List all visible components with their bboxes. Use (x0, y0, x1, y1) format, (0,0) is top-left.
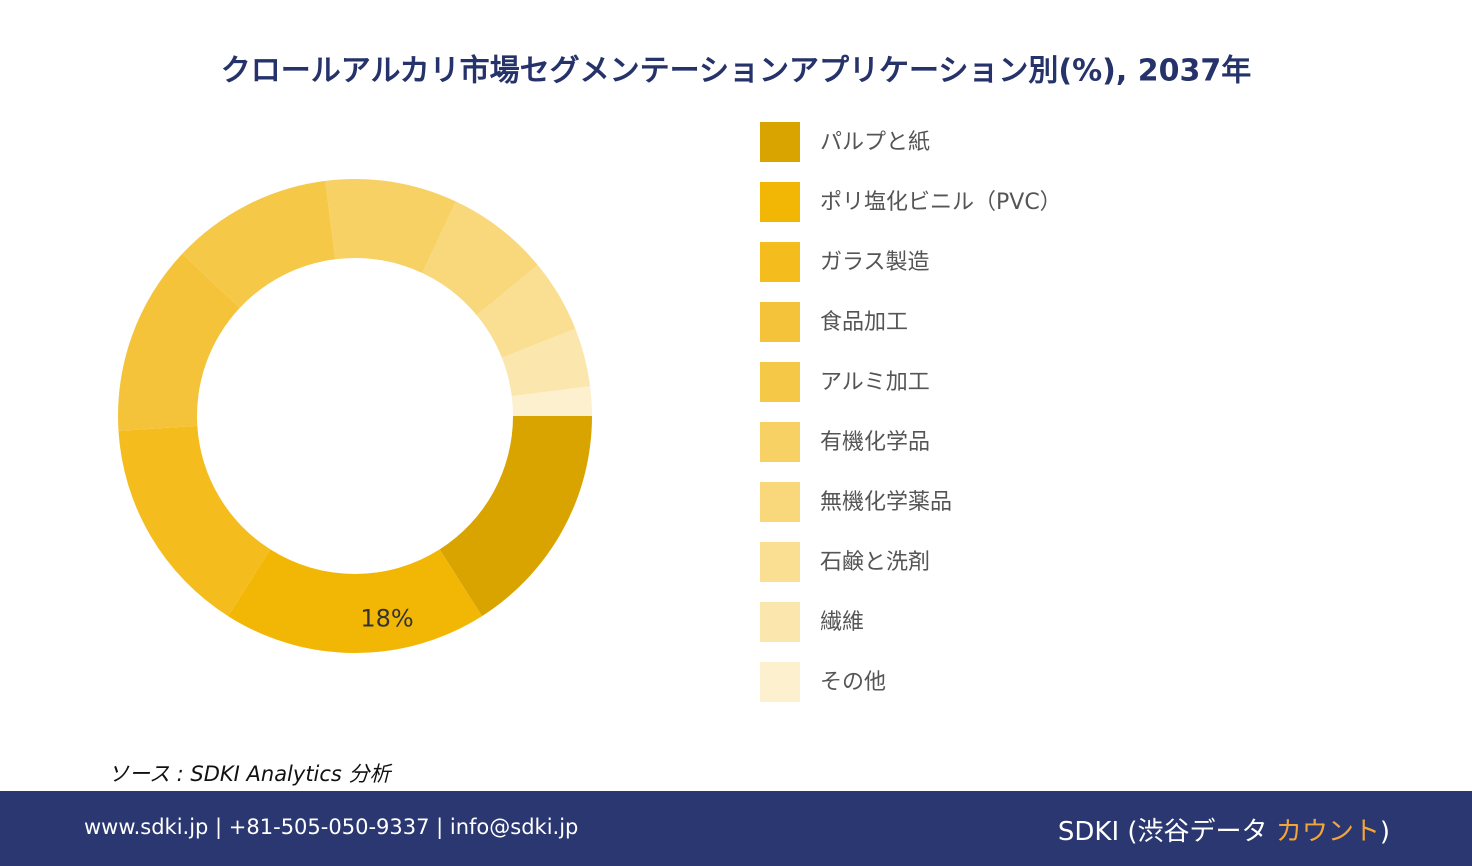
legend-label: 食品加工 (820, 310, 908, 335)
donut-segment (476, 264, 576, 358)
legend-label: その他 (820, 670, 886, 695)
legend-swatch (760, 122, 800, 162)
source-note: ソース : SDKI Analytics 分析 (108, 762, 391, 786)
data-label: 18% (360, 605, 413, 633)
donut-segment (228, 549, 482, 653)
brand-text: SDKI (渋谷データ (1057, 817, 1276, 847)
legend-swatch (760, 602, 800, 642)
legend-swatch (760, 482, 800, 522)
chart: クロールアルカリ市場セグメンテーションアプリケーション別(%), 2037年 1… (117, 54, 1251, 702)
chart-title: クロールアルカリ市場セグメンテーションアプリケーション別(%), 2037年 (221, 54, 1251, 89)
legend-label: ガラス製造 (820, 250, 930, 275)
legend-label: 石鹸と洗剤 (820, 550, 930, 575)
brand-accent: カウント (1275, 817, 1380, 847)
legend-swatch (760, 182, 800, 222)
brand-end: ) (1379, 817, 1390, 847)
legend-swatch (760, 422, 800, 462)
legend-label: アルミ加工 (820, 370, 930, 395)
legend-swatch (760, 302, 800, 342)
legend-label: パルプと紙 (820, 130, 930, 155)
donut-segment (117, 253, 240, 431)
donut-segment (325, 178, 456, 274)
brand: SDKI (渋谷データ カウント) (1058, 811, 1390, 848)
legend-swatch (760, 542, 800, 582)
donut-segment (422, 201, 538, 316)
legend-label: 無機化学薬品 (820, 490, 952, 515)
donut-segment (182, 180, 336, 308)
legend-label: 有機化学品 (820, 430, 930, 455)
legend-swatch (760, 362, 800, 402)
donut-segment (118, 425, 271, 617)
legend-swatch (760, 242, 800, 282)
footer: www.sdki.jp | +81-505-050-9337 | info@sd… (0, 791, 1472, 866)
contact-info: www.sdki.jp | +81-505-050-9337 | info@sd… (84, 815, 579, 839)
legend-swatch (760, 662, 800, 702)
legend-label: ポリ塩化ビニル（PVC） (820, 190, 1062, 215)
donut-segment (501, 328, 591, 397)
donut-segment (439, 416, 592, 617)
legend-label: 繊維 (820, 610, 864, 635)
donut-segment (511, 386, 592, 416)
